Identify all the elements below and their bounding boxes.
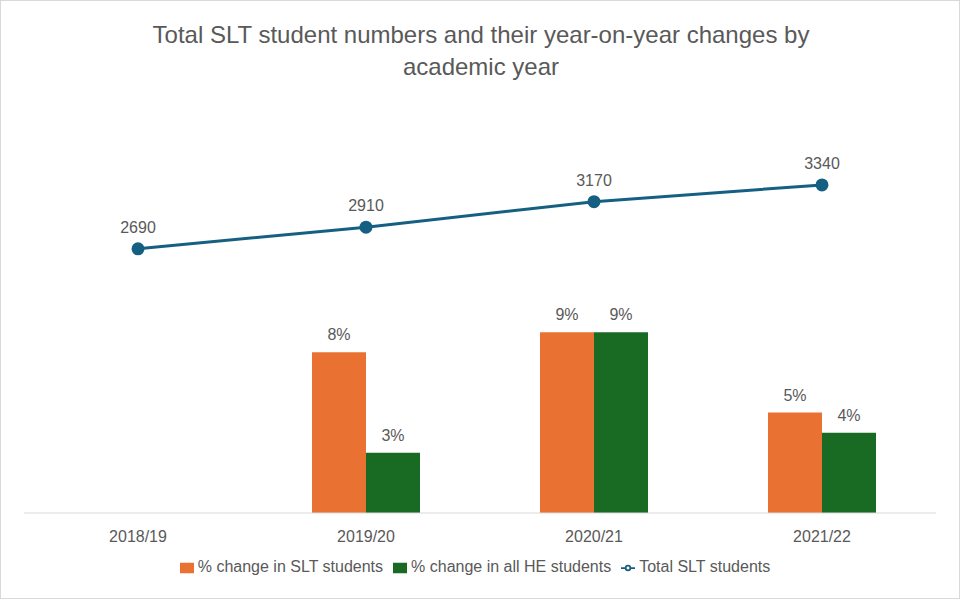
svg-text:4%: 4% bbox=[837, 407, 860, 424]
svg-text:5%: 5% bbox=[783, 387, 806, 404]
svg-text:3170: 3170 bbox=[576, 172, 612, 189]
svg-text:9%: 9% bbox=[609, 306, 632, 323]
html-text:% change in all HE students: % change in all HE students bbox=[411, 558, 612, 575]
svg-text:3340: 3340 bbox=[804, 155, 840, 172]
svg-text:2019/20: 2019/20 bbox=[337, 528, 395, 545]
svg-text:3%: 3% bbox=[381, 427, 404, 444]
svg-text:2910: 2910 bbox=[348, 197, 384, 214]
svg-text:8%: 8% bbox=[327, 326, 350, 343]
svg-text:9%: 9% bbox=[555, 306, 578, 323]
svg-text:2021/22: 2021/22 bbox=[793, 528, 851, 545]
html-text:Total SLT students: Total SLT students bbox=[639, 558, 771, 575]
svg-text:2018/19: 2018/19 bbox=[109, 528, 167, 545]
svg-text:2690: 2690 bbox=[120, 219, 156, 236]
html-text:% change in SLT students: % change in SLT students bbox=[197, 558, 384, 575]
html-text:Total SLT student numbers and: Total SLT student numbers and their year… bbox=[152, 21, 810, 80]
svg-text:2020/21: 2020/21 bbox=[565, 528, 623, 545]
